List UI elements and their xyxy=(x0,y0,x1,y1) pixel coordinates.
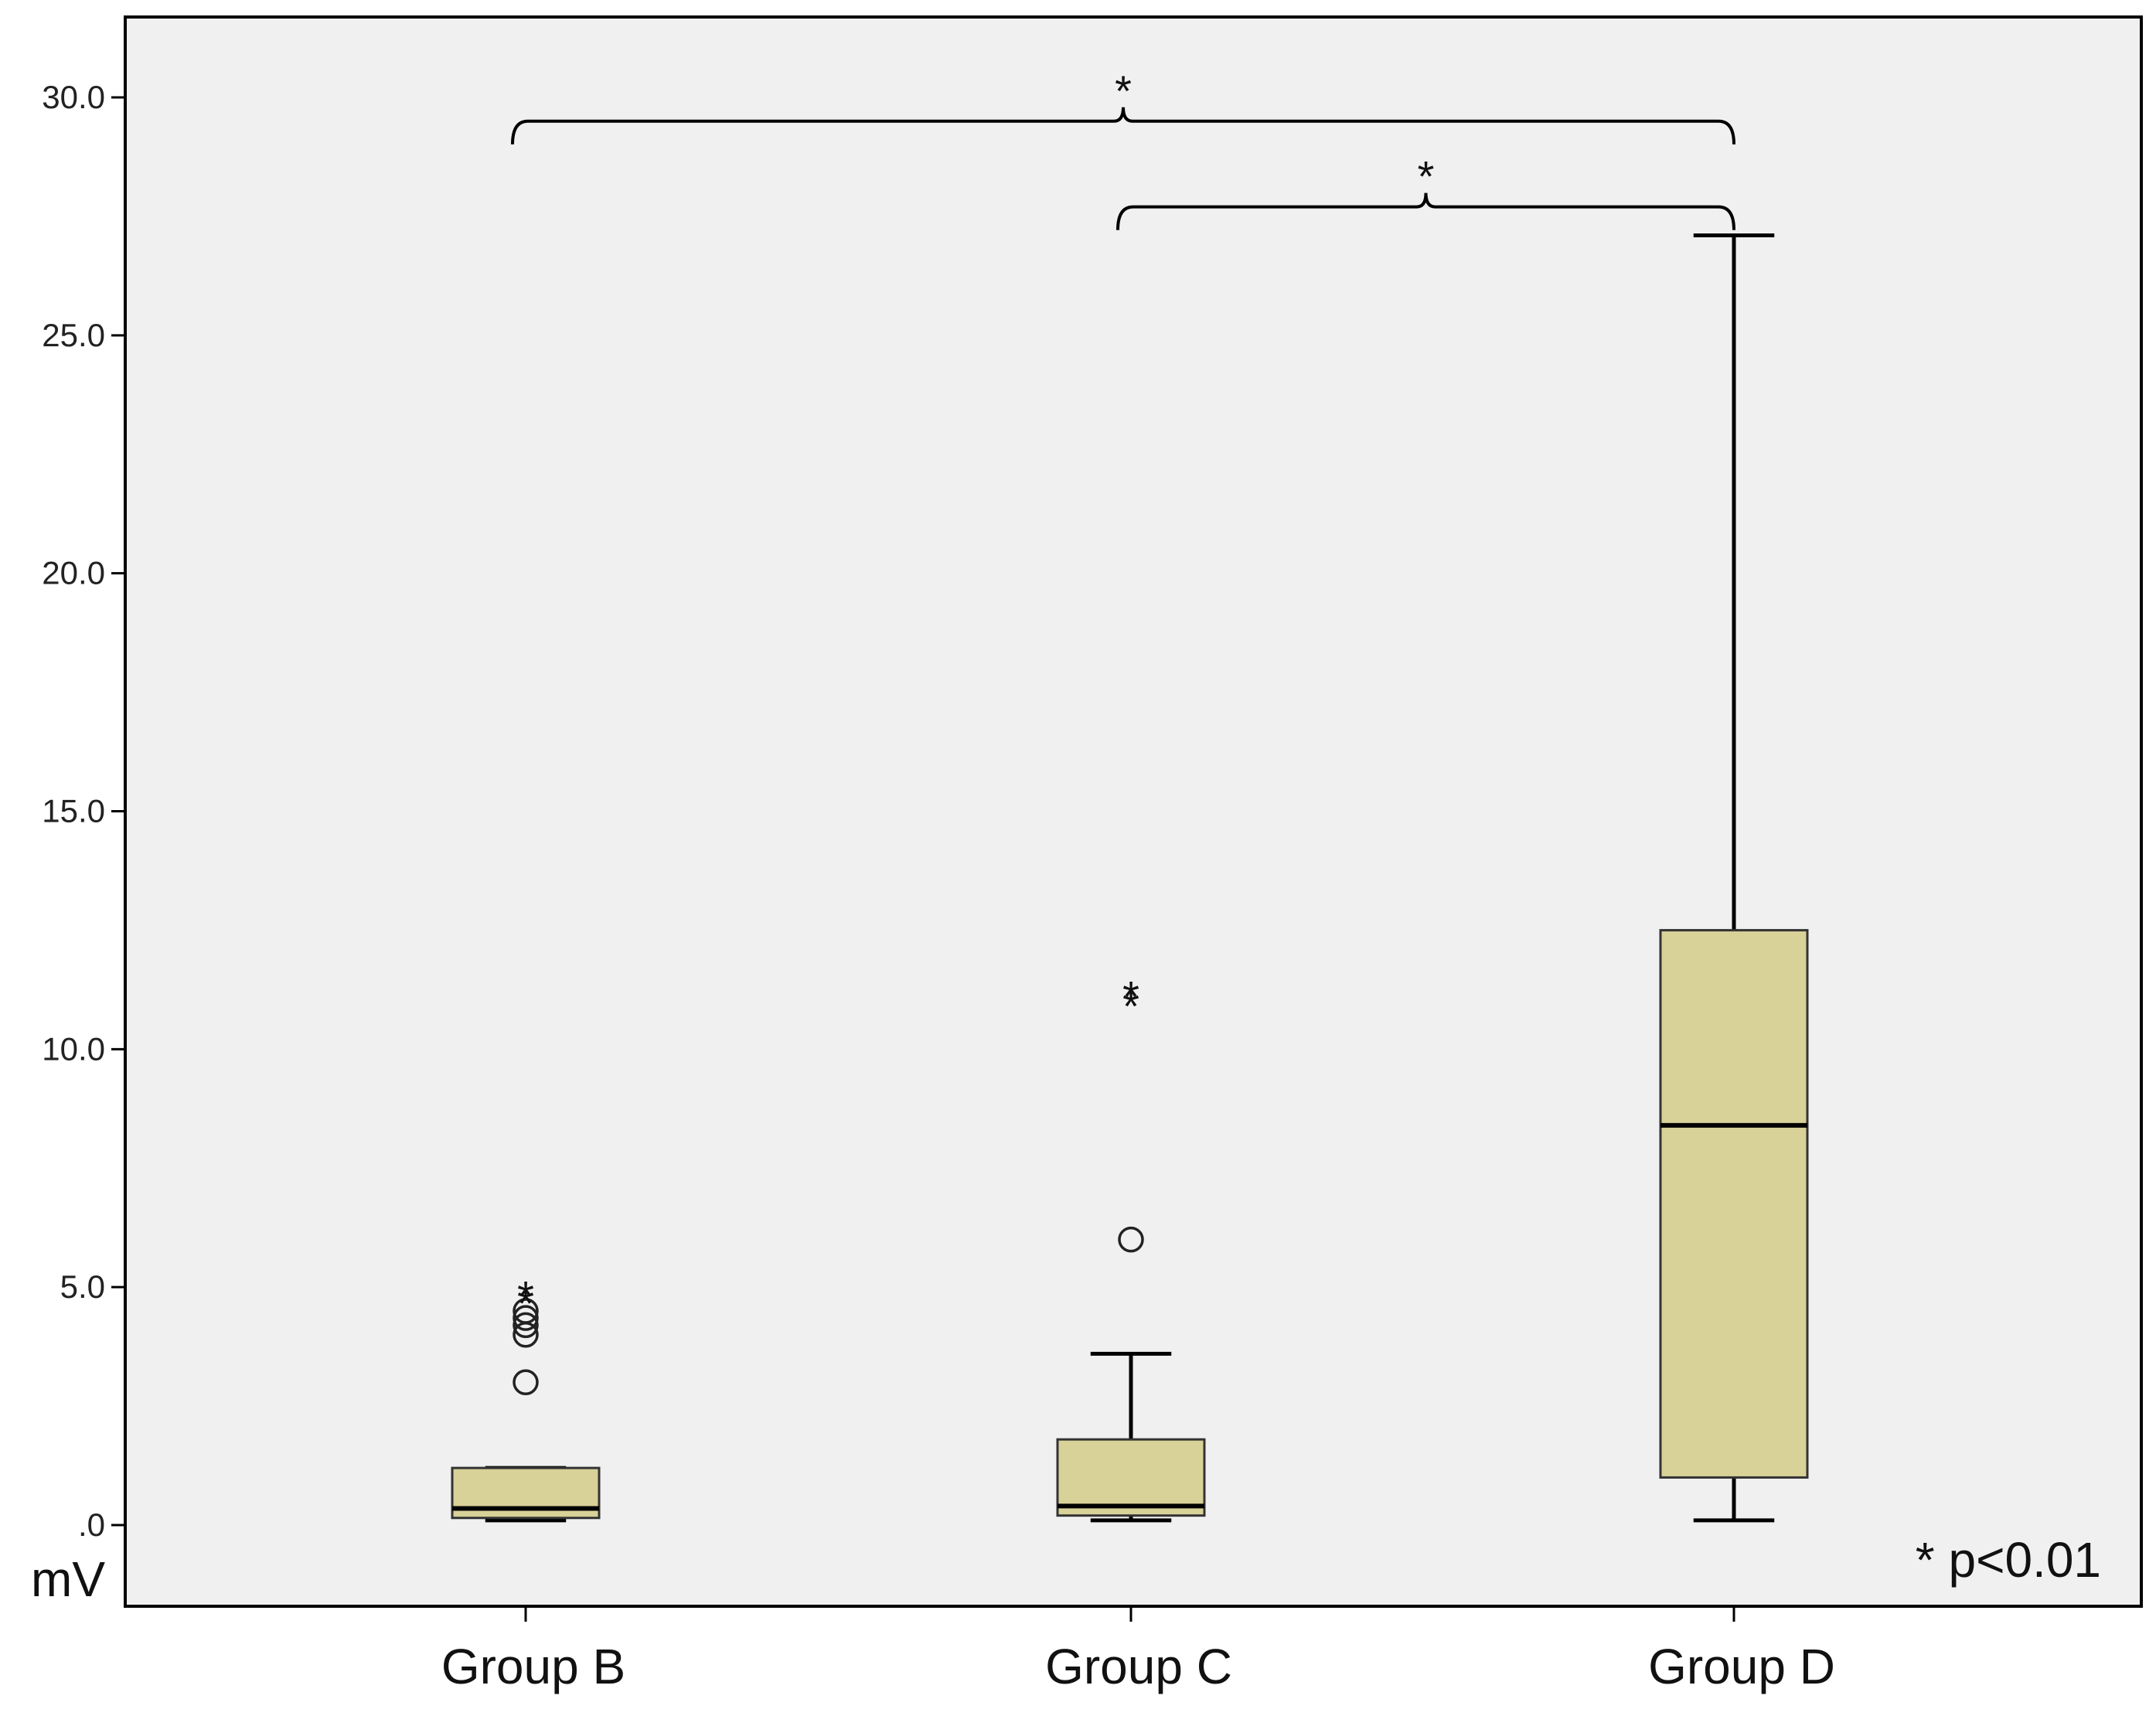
box-group-d xyxy=(1659,233,1809,1523)
extreme-outlier-point: * xyxy=(517,1279,534,1328)
y-tick-label: .0 xyxy=(78,1507,105,1543)
y-tick-label: 30.0 xyxy=(42,79,105,115)
y-tick-label: 25.0 xyxy=(42,317,105,353)
extreme-outlier-point: * xyxy=(1122,972,1139,1021)
significance-note: * p<0.01 xyxy=(1916,1532,2101,1588)
significance-bracket: * xyxy=(1116,152,1735,230)
significance-bracket: * xyxy=(511,66,1735,145)
outlier-point xyxy=(513,1369,539,1396)
extreme-outlier-point: * xyxy=(1122,982,1139,1030)
y-axis-unit-label: mV xyxy=(31,1551,105,1607)
outlier-point xyxy=(513,1312,539,1339)
y-tick-label: 20.0 xyxy=(42,555,105,591)
y-axis: .0 5.0 10.0 15.0 20.0 25.0 30.0 xyxy=(42,79,125,1543)
iqr-box xyxy=(1659,928,1809,1479)
box-group-b: ** xyxy=(451,1272,601,1523)
boxes-layer: **** xyxy=(451,233,1809,1523)
plot-area xyxy=(124,15,2143,1608)
significance-star: * xyxy=(1418,152,1435,201)
y-tick-label: 5.0 xyxy=(60,1268,105,1305)
y-tick-label: 15.0 xyxy=(42,793,105,829)
x-axis: Group B Group C Group D xyxy=(441,1606,1835,1694)
outlier-point xyxy=(513,1305,539,1331)
significance-star: * xyxy=(1115,66,1132,115)
iqr-box xyxy=(1056,1438,1206,1517)
outlier-point xyxy=(1118,1226,1144,1253)
extreme-outlier-point: * xyxy=(517,1272,534,1320)
significance-brackets: ** xyxy=(511,66,1735,230)
x-category-label: Group D xyxy=(1648,1639,1835,1694)
x-category-label: Group C xyxy=(1045,1639,1232,1694)
outlier-point xyxy=(513,1298,539,1324)
x-category-label: Group B xyxy=(441,1639,625,1694)
box-group-c: ** xyxy=(1056,972,1206,1523)
y-tick-label: 10.0 xyxy=(42,1030,105,1067)
